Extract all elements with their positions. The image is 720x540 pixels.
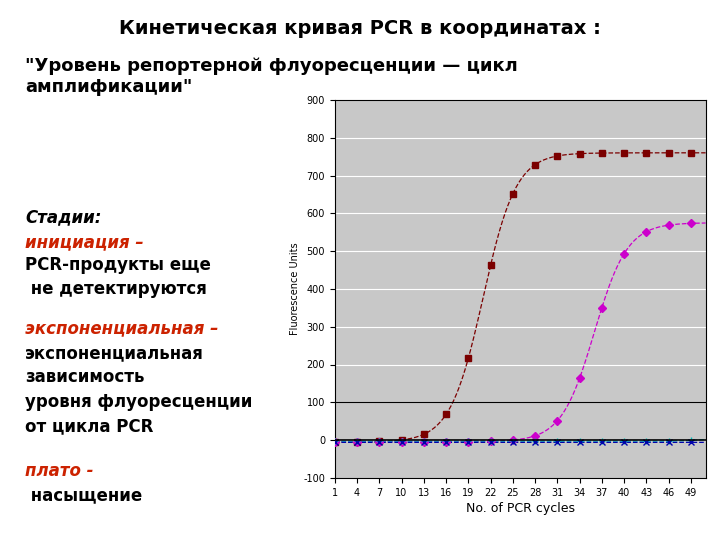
Text: PCR-продукты еще: PCR-продукты еще bbox=[25, 256, 211, 274]
Text: Стадии:: Стадии: bbox=[25, 208, 102, 226]
X-axis label: No. of PCR cycles: No. of PCR cycles bbox=[466, 502, 575, 515]
Y-axis label: Fluorescence Units: Fluorescence Units bbox=[290, 242, 300, 335]
Text: от цикла PCR: от цикла PCR bbox=[25, 417, 153, 435]
Text: уровня флуоресценции: уровня флуоресценции bbox=[25, 393, 253, 410]
Text: "Уровень репортерной флуоресценции — цикл: "Уровень репортерной флуоресценции — цик… bbox=[25, 57, 518, 75]
Text: экспоненциальная –: экспоненциальная – bbox=[25, 320, 219, 338]
Text: экспоненциальная: экспоненциальная bbox=[25, 344, 204, 362]
Text: плато -: плато - bbox=[25, 462, 94, 480]
Text: зависимость: зависимость bbox=[25, 368, 145, 386]
Text: амплификации": амплификации" bbox=[25, 78, 192, 96]
Text: Кинетическая кривая PCR в координатах :: Кинетическая кривая PCR в координатах : bbox=[119, 19, 601, 38]
Text: инициация –: инициация – bbox=[25, 233, 144, 251]
Text: насыщение: насыщение bbox=[25, 486, 143, 504]
Text: не детектируются: не детектируются bbox=[25, 280, 207, 298]
